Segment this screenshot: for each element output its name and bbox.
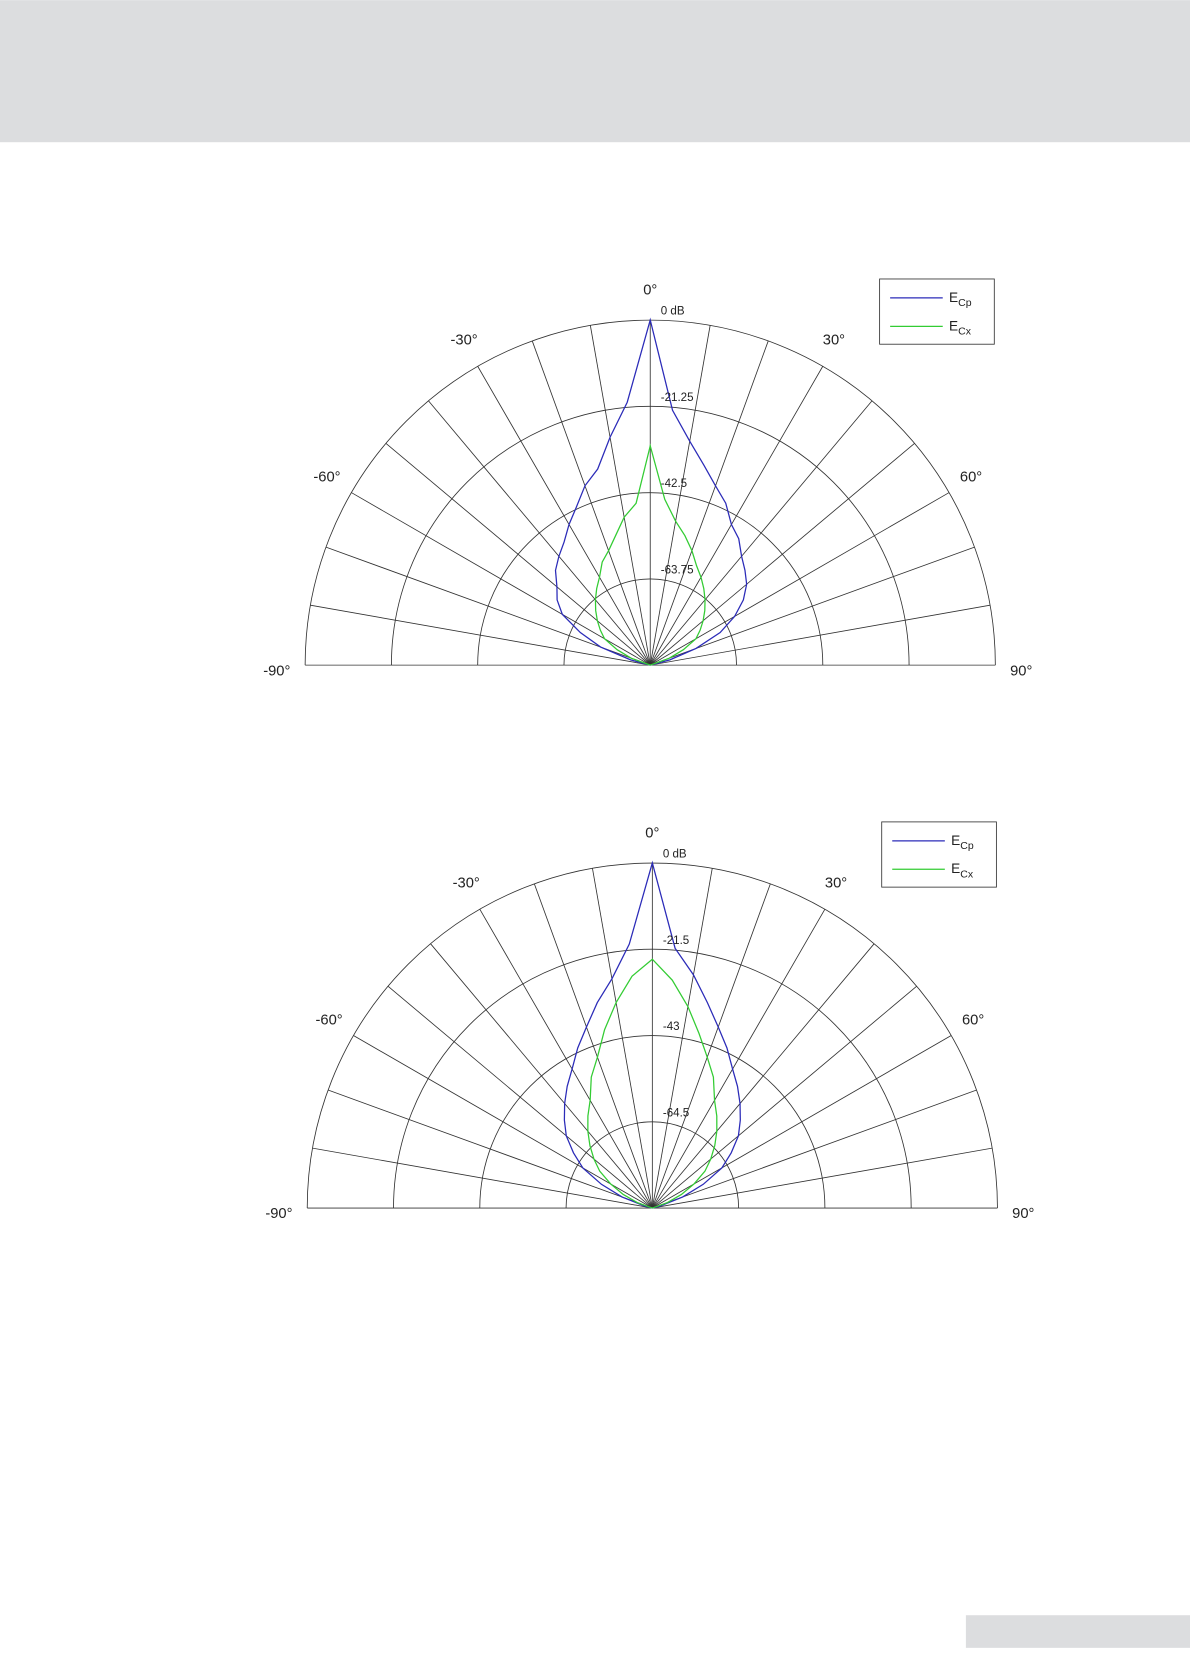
grid-spoke (649, 442, 915, 666)
legend-label: ECx (951, 861, 974, 880)
grid-spoke (325, 546, 651, 666)
r-tick-label: -21.5 (663, 935, 689, 947)
grid-spoke (649, 325, 711, 666)
header-band (0, 0, 1190, 143)
grid-spoke (589, 325, 651, 666)
series-line (554, 317, 748, 666)
grid-spoke (387, 985, 653, 1209)
polar-chart: 0 dB -21.25 -42.5 -63.75 -90° -60° -30° 0° 30° 60… (263, 278, 1032, 679)
polar-chart: 0 dB -21.5 -43 -64.5 -90° -60° -30° 0° 30° 60° 90°… (265, 821, 1034, 1222)
grid-spoke (312, 1147, 653, 1209)
grid-spoke (651, 908, 826, 1209)
grid-spoke (651, 868, 713, 1209)
grid-spoke (430, 943, 653, 1209)
grid-spoke (649, 366, 824, 666)
theta-tick-label: 90° (1010, 663, 1032, 679)
grid-spoke (652, 1089, 977, 1209)
series-line (594, 443, 706, 666)
grid-spoke (479, 908, 653, 1209)
grid-spoke (650, 492, 950, 666)
theta-tick-label: -30° (451, 333, 478, 349)
r-tick-label: -42.5 (661, 478, 687, 490)
legend-label: ECp (951, 832, 974, 851)
theta-tick-label: 90° (1012, 1206, 1034, 1222)
r-tick-label: -21.25 (661, 392, 694, 404)
grid-spoke (649, 400, 873, 666)
theta-tick-label: 30° (823, 333, 845, 349)
grid-spoke (310, 604, 651, 666)
grid-spoke (650, 546, 975, 666)
theta-tick-label: -30° (453, 876, 480, 892)
grid-spoke (477, 366, 651, 666)
r-tick-label: -64.5 (663, 1107, 689, 1119)
theta-tick-label: -60° (316, 1013, 343, 1029)
grid-spoke (428, 400, 651, 666)
legend-label: ECx (949, 318, 972, 337)
theta-tick-label: -90° (263, 663, 290, 679)
r-tick-label: 0 dB (661, 306, 685, 318)
theta-tick-label: 60° (960, 470, 982, 486)
legend-label: ECp (949, 290, 972, 309)
r-tick-label: 0 dB (663, 849, 687, 861)
theta-tick-label: -90° (265, 1206, 292, 1222)
grid-spoke (652, 1035, 952, 1209)
grid-spoke (652, 1147, 993, 1209)
theta-tick-label: -60° (313, 470, 340, 486)
grid-spoke (651, 883, 771, 1209)
theta-tick-label: 60° (962, 1013, 984, 1029)
legend-box (879, 278, 995, 345)
grid-spoke (652, 943, 875, 1209)
grid-spoke (327, 1089, 653, 1209)
series-line (563, 860, 741, 1209)
grid-spoke (533, 883, 653, 1209)
grid-spoke (650, 604, 991, 666)
grid-spoke (351, 492, 651, 666)
footer-box (965, 1615, 1190, 1648)
r-tick-label: -63.75 (661, 564, 694, 576)
grid-spoke (531, 340, 651, 666)
grid-spoke (592, 868, 653, 1209)
grid-spoke (385, 442, 651, 666)
series-line (587, 958, 718, 1209)
r-tick-label: -43 (663, 1021, 680, 1033)
legend-box (881, 821, 997, 888)
theta-tick-label: 30° (825, 876, 847, 892)
grid-spoke (353, 1035, 653, 1209)
theta-tick-label: 0° (643, 282, 657, 298)
theta-tick-label: 0° (645, 825, 659, 841)
grid-spoke (652, 985, 917, 1209)
grid-spoke (649, 340, 769, 666)
